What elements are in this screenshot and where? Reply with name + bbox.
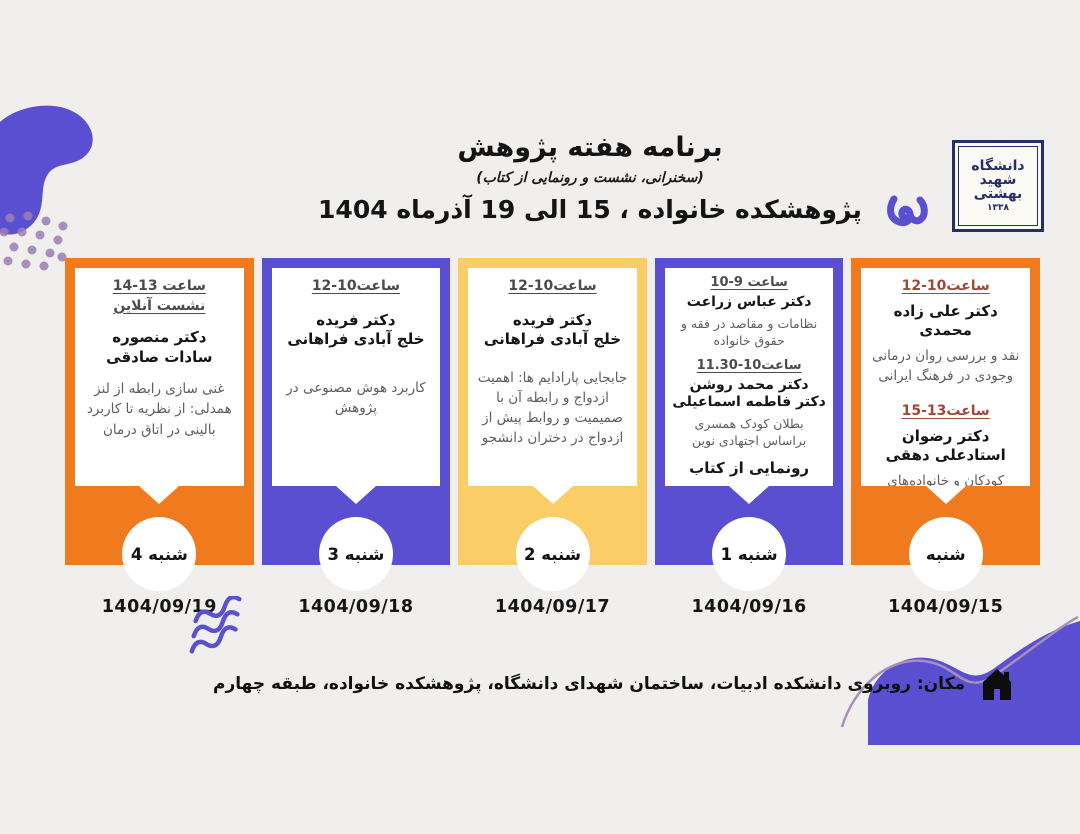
card-frame: ساعت 13-14 نشست آنلاین دکتر منصوره سادات صا…	[65, 258, 254, 591]
session: ساعت10-12 دکتر فریده خلج آبادی فراهانی جابج…	[475, 277, 630, 449]
session-time: ساعت10-11.30	[696, 357, 802, 373]
day-circle: 3 شنبه	[318, 517, 393, 591]
session-topic: جابجایی پارادایم ها: اهمیت ازدواج و رابط…	[477, 369, 628, 447]
speaker-name: دکتر محمد روشن دکتر فاطمه اسماعیلی	[672, 377, 827, 412]
card-frame: ساعت 9-10 دکتر عباس زراعت نظامات و مقاصد د…	[654, 258, 844, 591]
session-time: نشست آنلاین	[113, 297, 206, 314]
card-date: 1404/09/15	[888, 597, 1004, 617]
cards-row: ساعت10-12 دکتر علی زاده محمدی نقد و بررسی …	[65, 258, 1040, 617]
card-date: 1404/09/17	[494, 597, 611, 617]
card-content: ساعت10-12 دکتر علی زاده محمدی نقد و بررسی …	[861, 268, 1030, 486]
speaker-name: دکتر فریده خلج آبادی فراهانی	[279, 311, 434, 350]
university-logo: دانشگاه شهید بهشتی ۱۳۳۸	[952, 140, 1044, 232]
session-topic: کاربرد هوش مصنوعی در پژوهش	[286, 379, 426, 416]
home-icon	[982, 669, 1011, 700]
day-circle: 4 شنبه	[122, 517, 197, 591]
session: ساعت10-12 دکتر فریده خلج آبادی فراهانی کارب…	[279, 277, 434, 418]
speaker-line: سادات صادقی	[106, 347, 213, 366]
speaker-name: دکتر فریده خلج آبادی فراهانی	[475, 311, 630, 350]
card-content: ساعت 13-14 نشست آنلاین دکتر منصوره سادات صا…	[75, 268, 244, 486]
speaker-line: دکتر علی زاده محمدی	[893, 301, 998, 340]
card-tail	[925, 486, 966, 504]
speaker-line: دکتر عباس زراعت	[686, 294, 812, 311]
session-topic: نقد و بررسی روان درمانی وجودی در فرهنگ ا…	[872, 347, 1020, 384]
session: ساعت10-12 دکتر علی زاده محمدی نقد و بررسی …	[868, 277, 1023, 386]
logo-line: دانشگاه	[971, 157, 1025, 174]
speaker-line: دکتر منصوره	[112, 328, 207, 347]
card-tail	[729, 486, 770, 504]
card-tail	[532, 486, 573, 504]
header: برنامه هفته پژوهش (سخنرانی، نشست و رونما…	[160, 132, 1020, 224]
card-date: 1404/09/16	[691, 597, 807, 617]
day-circle: 2 شنبه	[515, 517, 590, 591]
session-time: ساعت 13-14	[112, 278, 206, 294]
session-topic: بطلان کودک همسری براساس اجتهادی نوین	[692, 415, 807, 449]
speaker-line: دکتر فاطمه اسماعیلی	[672, 394, 826, 411]
card-frame: ساعت10-12 دکتر علی زاده محمدی نقد و بررسی …	[851, 258, 1040, 591]
speaker-line: دکتر محمد روشن	[689, 376, 809, 393]
card-content: ساعت 9-10 دکتر عباس زراعت نظامات و مقاصد د…	[664, 268, 834, 486]
speaker-line: خلج آبادی فراهانی	[483, 330, 622, 349]
speaker-name: دکتر علی زاده محمدی	[868, 302, 1023, 341]
session-note: رونمایی از کتاب	[689, 458, 810, 477]
card-content: ساعت10-12 دکتر فریده خلج آبادی فراهانی جابج…	[468, 268, 637, 486]
logo-year: ۱۳۳۸	[987, 203, 1009, 214]
schedule-card: ساعت10-12 دکتر فریده خلج آبادی فراهانی کارب…	[261, 258, 451, 617]
location-row: مکان: روبروی دانشکده ادبیات، ساختمان شهد…	[150, 656, 1080, 712]
page-subtitle: (سخنرانی، نشست و رونمایی از کتاب)	[476, 170, 704, 186]
session-topic: غنی سازی رابطه از لنز همدلی: از نظریه تا…	[86, 381, 232, 438]
schedule-card: ساعت 9-10 دکتر عباس زراعت نظامات و مقاصد د…	[654, 258, 844, 617]
card-frame: ساعت10-12 دکتر فریده خلج آبادی فراهانی کارب…	[261, 258, 451, 591]
schedule-card: ساعت10-12 دکتر فریده خلج آبادی فراهانی جابج…	[458, 258, 647, 617]
speaker-name: دکتر رضوان استادعلی دهقی	[868, 427, 1023, 466]
session-time: ساعت10-12	[901, 278, 990, 294]
card-tail	[139, 486, 180, 504]
page-title: برنامه هفته پژوهش	[457, 132, 723, 163]
institute-date-line: پژوهشکده خانواده ، 15 الی 19 آذرماه 1404	[318, 195, 862, 224]
session: ساعت 9-10 دکتر عباس زراعت نظامات و مقاصد د…	[672, 274, 827, 350]
university-logo-calligraphy: دانشگاه شهید بهشتی ۱۳۳۸	[958, 146, 1038, 226]
session-time: ساعت13-15	[901, 403, 990, 420]
session-time: ساعت10-12	[508, 278, 597, 294]
speaker-name: دکتر عباس زراعت	[672, 294, 827, 312]
blob-top-left-decoration	[0, 105, 93, 271]
day-circle: شنبه	[908, 517, 983, 591]
session: ساعت13-15 دکتر رضوان استادعلی دهقی کودکان …	[868, 402, 1023, 486]
schedule-card: ساعت 13-14 نشست آنلاین دکتر منصوره سادات صا…	[65, 258, 254, 617]
speaker-line: دکتر فریده	[316, 310, 396, 329]
session: ساعت 13-14 نشست آنلاین دکتر منصوره سادات صا…	[82, 277, 237, 440]
card-tail	[335, 486, 376, 504]
session-time: ساعت 9-10	[710, 275, 788, 290]
card-date: 1404/09/18	[298, 597, 414, 617]
session-topic: نظامات و مقاصد در فقه و حقوق خانواده	[680, 315, 818, 349]
card-frame: ساعت10-12 دکتر فریده خلج آبادی فراهانی جابج…	[458, 258, 647, 591]
day-circle: 1 شنبه	[712, 517, 787, 591]
speaker-line: دکتر رضوان استادعلی دهقی	[885, 426, 1006, 465]
logo-line: بهشتی	[973, 186, 1023, 203]
speaker-line: خلج آبادی فراهانی	[287, 330, 425, 349]
schedule-card: ساعت10-12 دکتر علی زاده محمدی نقد و بررسی …	[851, 258, 1040, 617]
location-text: مکان: روبروی دانشکده ادبیات، ساختمان شهد…	[213, 674, 965, 694]
speaker-name: دکتر منصوره سادات صادقی	[82, 328, 237, 367]
card-content: ساعت10-12 دکتر فریده خلج آبادی فراهانی کارب…	[271, 268, 441, 486]
session-time: ساعت10-12	[311, 278, 401, 294]
speaker-line: دکتر فریده	[512, 310, 593, 329]
logo-line: شهید	[979, 171, 1017, 188]
session: ساعت10-11.30 دکتر محمد روشن دکتر فاطمه اسم…	[672, 357, 827, 477]
card-date: 1404/09/19	[101, 597, 217, 617]
session-topic: کودکان و خانواده‌های آسیب‌پذیر	[887, 472, 1005, 486]
